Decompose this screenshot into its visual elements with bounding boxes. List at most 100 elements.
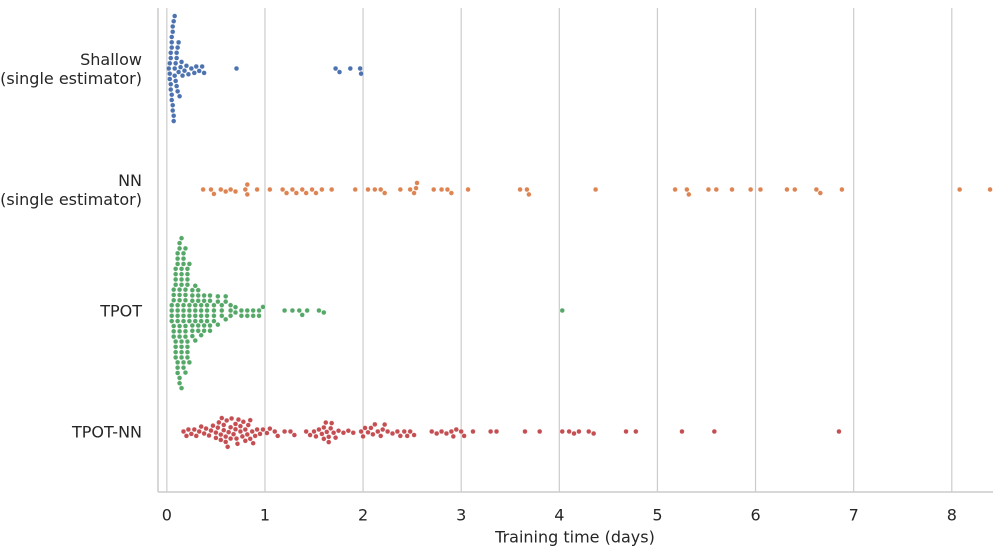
data-point [177,292,183,298]
data-point [173,349,179,355]
data-point [748,186,754,193]
data-point [177,287,183,293]
x-axis-label: Training time (days) [494,528,655,546]
data-point [191,70,197,76]
data-point [240,419,246,425]
data-point [199,63,205,70]
data-point [228,302,234,308]
data-point [191,426,197,433]
data-point [173,354,179,360]
data-point [178,59,185,65]
data-point [204,318,210,324]
data-point [347,65,353,72]
data-point [177,245,183,251]
category-label: Shallow (single estimator) [0,49,142,88]
data-point [210,423,216,429]
data-point [171,287,177,293]
data-point [201,298,207,304]
data-point [372,421,378,427]
data-point [169,34,175,40]
data-point [208,186,214,193]
data-point [177,240,183,246]
data-point [178,235,185,241]
data-point [524,186,530,193]
data-point [247,436,253,442]
data-point [307,432,313,438]
data-point [219,313,225,319]
data-point [465,186,471,193]
data-point [189,328,195,334]
data-point [215,293,221,299]
data-point [186,313,192,319]
data-point [177,93,183,99]
data-point [204,302,210,308]
data-point [232,304,239,310]
data-point [171,118,177,124]
data-point [189,287,195,293]
data-point [705,186,712,193]
data-point [175,365,181,371]
data-point [168,86,174,93]
data-point [177,328,183,334]
data-point [198,318,204,324]
data-point [182,323,189,329]
data-point [335,428,342,434]
data-point [316,307,322,314]
data-point [221,427,227,433]
data-point [319,431,325,437]
data-point [177,375,183,381]
data-point [180,318,187,324]
data-point [181,68,188,74]
data-point [378,433,384,439]
data-point [407,186,413,193]
data-point [232,421,239,427]
data-point [623,428,629,435]
data-point [184,338,190,345]
data-point [192,283,198,289]
data-point [633,428,639,435]
data-point [333,435,339,441]
data-point [211,302,217,308]
data-point [180,256,187,262]
data-point [226,429,232,435]
data-point [228,424,234,430]
data-point [517,186,523,193]
data-point [311,428,317,435]
data-point [537,428,543,435]
data-point [309,186,315,193]
data-point [488,428,494,435]
data-point [180,261,187,267]
data-point [242,438,248,444]
data-point [244,313,250,319]
data-point [204,313,210,319]
data-point [183,433,190,439]
data-point [211,313,217,319]
data-point [172,65,178,72]
data-point [229,415,235,422]
data-point [206,432,212,439]
data-point [177,297,183,303]
data-point [207,328,213,334]
data-point [175,318,181,324]
data-point [175,256,181,262]
data-point [177,380,183,386]
data-point [235,417,242,423]
data-point [365,186,371,193]
data-point [225,444,231,450]
data-point [254,426,260,433]
data-point [324,429,330,435]
data-point [178,64,184,70]
data-point [175,313,181,319]
data-point [211,307,217,314]
data-point [207,322,213,329]
data-point [223,188,229,195]
data-point [184,354,190,360]
data-point [382,190,388,196]
x-tick-label: 0 [162,506,172,525]
data-point [171,113,177,119]
x-tick-label: 2 [358,506,368,525]
data-point [195,292,201,299]
data-point [836,428,842,435]
data-point [232,309,239,316]
